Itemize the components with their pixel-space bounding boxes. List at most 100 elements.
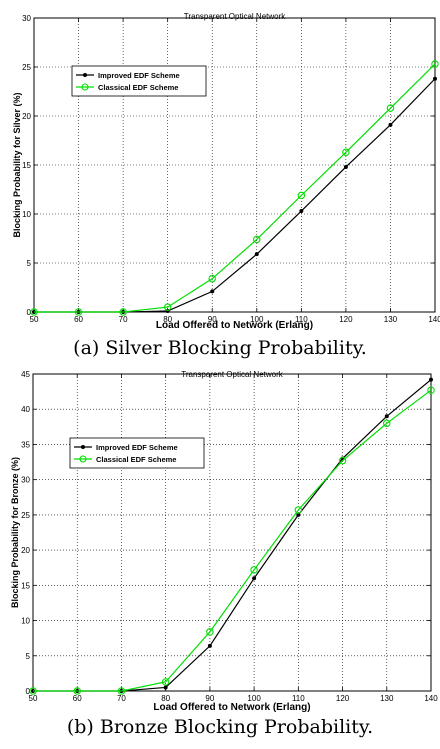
series-line [33,389,432,692]
y-tick-label: 0 [27,308,32,317]
data-point [30,308,38,316]
legend: Improved EDF Scheme Classical EDF Scheme [69,437,205,469]
y-tick-label: 20 [21,546,30,555]
data-point [252,576,257,581]
y-tick-label: 15 [21,581,30,590]
y-tick-label: 0 [26,687,31,696]
plot-background [33,374,431,691]
y-tick-label: 10 [21,617,30,626]
plot-area: 50 60 70 80 90 100 110 120 130 140 0 5 10 15 20 25 30 35 4… [21,370,438,703]
data-point [74,308,83,316]
y-tick-label: 15 [22,161,31,170]
data-point [296,512,301,517]
data-point [383,419,391,428]
data-point [294,506,303,514]
legend-label: Classical EDF Scheme [96,455,176,464]
data-point [343,164,348,169]
x-tick-label: 70 [119,315,128,324]
series-classical-edf-scheme [29,386,435,695]
x-tick-label: 60 [73,694,82,703]
y-tick-label: 40 [21,405,30,414]
legend-label: Classical EDF Scheme [98,83,178,92]
data-point [297,191,306,200]
data-point [163,303,172,311]
legend-label: Improved EDF Scheme [96,443,178,452]
y-tick-label: 20 [22,112,31,121]
plot-frame [33,17,436,313]
series-line [34,63,436,313]
data-point [73,687,81,695]
legend-swatch-marker [79,455,87,463]
plot-area: 50 60 70 80 90 100 110 120 130 140 0 5 10 15 20 25 30 [22,14,440,324]
x-axis-label: Load Offered to Network (Erlang) [156,320,313,331]
y-tick-label: 35 [21,440,30,449]
x-tick-label: 60 [74,315,83,324]
x-tick-label: 80 [161,694,170,703]
data-point [384,414,389,419]
data-point [386,104,395,112]
chart-silver: 50 60 70 80 90 100 110 120 130 140 0 5 10 15 20 25 30 Tr… [12,12,440,331]
x-tick-label: 120 [336,694,350,703]
data-point [207,643,212,648]
data-point [338,456,347,465]
data-point [342,148,350,157]
y-axis-label: Blocking Probability for Bronze (%) [10,457,20,608]
legend-swatch-marker [81,83,89,91]
data-point [206,628,214,636]
series-classical-edf-scheme [30,60,439,316]
data-point [161,678,170,686]
data-point [250,566,258,574]
data-point [388,122,393,127]
data-point [210,289,215,294]
x-tick-label: 130 [380,694,394,703]
plot-frame [32,373,432,692]
x-tick-label: 130 [384,315,398,324]
legend-box [69,437,205,469]
legend: Improved EDF Scheme Classical EDF Scheme [71,65,207,97]
data-point [119,308,127,316]
y-axis-label: Blocking Probability for Silver (%) [12,92,22,237]
y-tick-label: 25 [21,511,30,520]
y-tick-label: 45 [21,370,30,379]
y-tick-label: 5 [26,652,31,661]
data-point [429,377,433,382]
x-tick-label: 120 [339,315,353,324]
data-point [299,209,304,214]
y-tick-label: 5 [27,259,32,268]
y-tick-label: 10 [22,210,31,219]
x-tick-label: 110 [292,694,305,703]
x-tick-label: 80 [163,315,172,324]
legend-swatch-marker [83,73,87,77]
figure-bronze: 50 60 70 80 90 100 110 120 130 140 0 5 10 15 20 25 30 35 4… [0,370,440,749]
x-tick-label: 100 [250,315,264,324]
data-point [433,76,437,81]
y-tick-label: 30 [22,14,31,23]
data-point [208,274,216,283]
figure-caption: (a) Silver Blocking Probability. [73,337,367,359]
legend-box [71,65,207,97]
x-tick-label: 70 [117,694,126,703]
x-tick-label: 90 [205,694,214,703]
chart-title: Transparent Optical Network [181,370,284,379]
legend-label: Improved EDF Scheme [98,71,180,80]
y-tick-label: 25 [22,63,31,72]
x-tick-label: 100 [247,694,261,703]
chart-bronze: 50 60 70 80 90 100 110 120 130 140 0 5 10 15 20 25 30 35 4… [10,370,438,713]
x-tick-label: 90 [208,315,217,324]
x-tick-label: 50 [29,694,38,703]
x-tick-label: 50 [30,315,39,324]
legend-swatch-marker [81,445,85,449]
y-tick-label: 30 [21,476,30,485]
figure-caption: (b) Bronze Blocking Probability. [66,716,374,738]
figure-silver: 50 60 70 80 90 100 110 120 130 140 0 5 10 15 20 25 30 Tr… [0,0,440,359]
x-tick-label: 140 [424,694,438,703]
x-tick-label: 110 [295,315,308,324]
data-point [254,252,259,257]
x-axis-label: Load Offered to Network (Erlang) [153,702,310,713]
data-point [163,685,168,690]
data-point [427,386,435,394]
chart-title: Transparent Optical Network [184,12,287,21]
data-point [117,687,126,695]
x-tick-label: 140 [428,315,440,324]
data-point [29,687,37,695]
